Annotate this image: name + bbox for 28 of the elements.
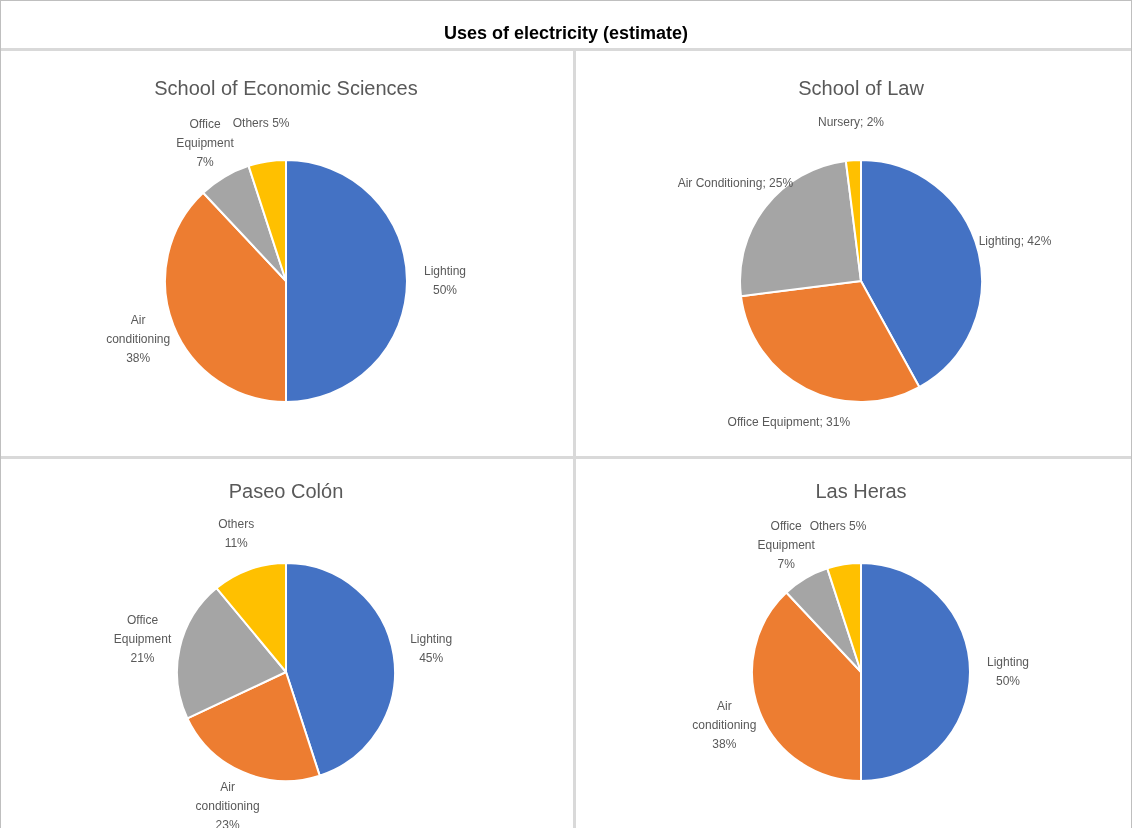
data-label: 38% — [126, 350, 151, 365]
data-label: 50% — [995, 673, 1021, 688]
slice-label: Office Equipment — [113, 613, 172, 647]
slice-label: Nursery; 2% — [818, 114, 885, 129]
text: Uses of electricity (estimate) — [1, 1, 1131, 51]
data-label: 7% — [196, 155, 215, 170]
slice-label: Lighting — [410, 631, 453, 646]
data-label: 11% — [224, 535, 249, 550]
slice-label: Air conditioning — [692, 699, 757, 733]
slice-label: Lighting — [423, 263, 467, 278]
slice-label: Office Equipment; 31% — [727, 414, 851, 429]
chart-title: School of Economic Sciences — [154, 76, 418, 99]
chart-title: School of Law — [798, 76, 925, 99]
slice-label: Air Conditioning; 25% — [677, 175, 794, 190]
slice-label: Others 5% — [232, 116, 290, 131]
slice-label: Air conditioning — [106, 312, 171, 346]
slice-label: Lighting; 42% — [978, 233, 1052, 248]
data-label: 7% — [777, 556, 796, 571]
slice-label: Air conditioning — [195, 780, 260, 814]
chart-title: Paseo Colón — [228, 479, 344, 502]
slice-label: Others — [218, 516, 255, 531]
data-label: 38% — [712, 737, 737, 752]
data-label: 45% — [419, 650, 444, 665]
slice-label: Lighting — [986, 654, 1030, 669]
chart-title: Las Heras — [815, 479, 907, 502]
data-label: 50% — [432, 282, 458, 297]
data-label: 21% — [130, 651, 155, 666]
slice-label: Others 5% — [809, 519, 867, 534]
